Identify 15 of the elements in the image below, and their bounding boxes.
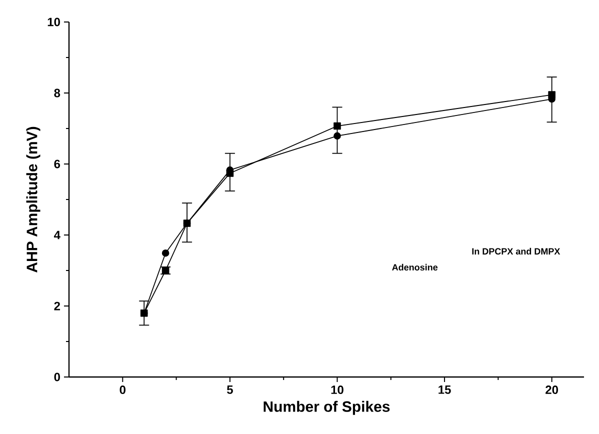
x-tick-label: 15	[438, 386, 451, 394]
x-axis-title: Number of Spikes	[264, 400, 390, 415]
y-tick-label: 2	[54, 302, 60, 310]
y-tick-label: 4	[54, 230, 60, 240]
y-tick-label: 6	[54, 160, 60, 168]
x-tick-label: 10	[331, 386, 344, 394]
y-tick-label: 0	[54, 372, 60, 382]
y-axis-title: AHP Amplitude (mV)	[26, 126, 40, 272]
annotation: Adenosine	[392, 264, 438, 271]
y-tick-label: 8	[54, 88, 60, 98]
x-tick-label: 20	[546, 386, 558, 394]
x-tick-label: 0	[120, 386, 126, 394]
y-tick-label: 10	[48, 18, 60, 26]
annotation: In DPCPX and DMPX	[472, 248, 560, 255]
x-tick-label: 5	[226, 386, 233, 394]
